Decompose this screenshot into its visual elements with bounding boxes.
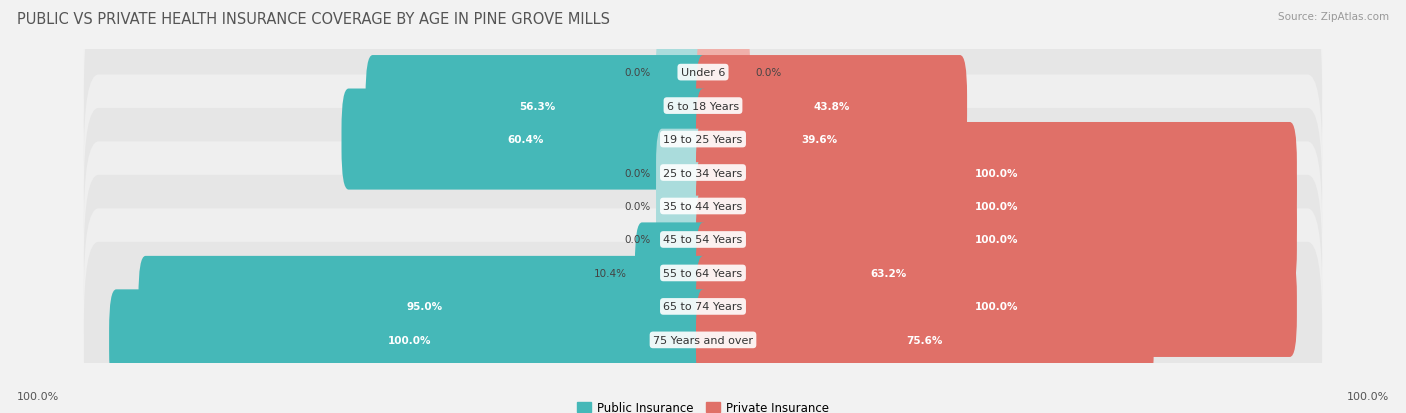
FancyBboxPatch shape xyxy=(636,223,710,324)
Text: PUBLIC VS PRIVATE HEALTH INSURANCE COVERAGE BY AGE IN PINE GROVE MILLS: PUBLIC VS PRIVATE HEALTH INSURANCE COVER… xyxy=(17,12,610,27)
FancyBboxPatch shape xyxy=(342,89,710,190)
Text: 10.4%: 10.4% xyxy=(595,268,627,278)
FancyBboxPatch shape xyxy=(84,142,1322,338)
Text: 100.0%: 100.0% xyxy=(974,301,1018,312)
FancyBboxPatch shape xyxy=(696,123,1296,223)
FancyBboxPatch shape xyxy=(84,242,1322,413)
FancyBboxPatch shape xyxy=(657,163,709,250)
FancyBboxPatch shape xyxy=(696,56,967,157)
FancyBboxPatch shape xyxy=(696,89,942,190)
FancyBboxPatch shape xyxy=(84,42,1322,237)
Text: 0.0%: 0.0% xyxy=(624,202,650,211)
FancyBboxPatch shape xyxy=(84,0,1322,171)
FancyBboxPatch shape xyxy=(696,290,1154,390)
FancyBboxPatch shape xyxy=(110,290,710,390)
Text: 60.4%: 60.4% xyxy=(508,135,544,145)
FancyBboxPatch shape xyxy=(84,109,1322,304)
Text: 95.0%: 95.0% xyxy=(406,301,443,312)
FancyBboxPatch shape xyxy=(366,56,710,157)
Text: 45 to 54 Years: 45 to 54 Years xyxy=(664,235,742,245)
Text: 25 to 34 Years: 25 to 34 Years xyxy=(664,168,742,178)
FancyBboxPatch shape xyxy=(696,190,1296,290)
Text: 6 to 18 Years: 6 to 18 Years xyxy=(666,101,740,112)
Text: Under 6: Under 6 xyxy=(681,68,725,78)
FancyBboxPatch shape xyxy=(696,256,1296,357)
Text: 63.2%: 63.2% xyxy=(870,268,907,278)
Text: Source: ZipAtlas.com: Source: ZipAtlas.com xyxy=(1278,12,1389,22)
Text: 0.0%: 0.0% xyxy=(624,68,650,78)
Text: 65 to 74 Years: 65 to 74 Years xyxy=(664,301,742,312)
FancyBboxPatch shape xyxy=(657,129,709,217)
Text: 55 to 64 Years: 55 to 64 Years xyxy=(664,268,742,278)
Text: 75 Years and over: 75 Years and over xyxy=(652,335,754,345)
Text: 0.0%: 0.0% xyxy=(624,235,650,245)
FancyBboxPatch shape xyxy=(697,29,749,117)
Legend: Public Insurance, Private Insurance: Public Insurance, Private Insurance xyxy=(578,401,828,413)
Text: 75.6%: 75.6% xyxy=(907,335,943,345)
FancyBboxPatch shape xyxy=(84,75,1322,271)
FancyBboxPatch shape xyxy=(84,209,1322,404)
Text: 100.0%: 100.0% xyxy=(974,168,1018,178)
Text: 100.0%: 100.0% xyxy=(388,335,432,345)
FancyBboxPatch shape xyxy=(657,29,709,117)
Text: 0.0%: 0.0% xyxy=(624,168,650,178)
Text: 19 to 25 Years: 19 to 25 Years xyxy=(664,135,742,145)
Text: 56.3%: 56.3% xyxy=(520,101,555,112)
FancyBboxPatch shape xyxy=(84,9,1322,204)
Text: 39.6%: 39.6% xyxy=(801,135,837,145)
FancyBboxPatch shape xyxy=(84,176,1322,371)
FancyBboxPatch shape xyxy=(138,256,710,357)
Text: 43.8%: 43.8% xyxy=(813,101,849,112)
FancyBboxPatch shape xyxy=(696,223,1081,324)
Text: 100.0%: 100.0% xyxy=(974,202,1018,211)
FancyBboxPatch shape xyxy=(657,196,709,284)
Text: 100.0%: 100.0% xyxy=(17,391,59,401)
Text: 100.0%: 100.0% xyxy=(1347,391,1389,401)
Text: 100.0%: 100.0% xyxy=(974,235,1018,245)
Text: 35 to 44 Years: 35 to 44 Years xyxy=(664,202,742,211)
Text: 0.0%: 0.0% xyxy=(756,68,782,78)
FancyBboxPatch shape xyxy=(696,156,1296,257)
